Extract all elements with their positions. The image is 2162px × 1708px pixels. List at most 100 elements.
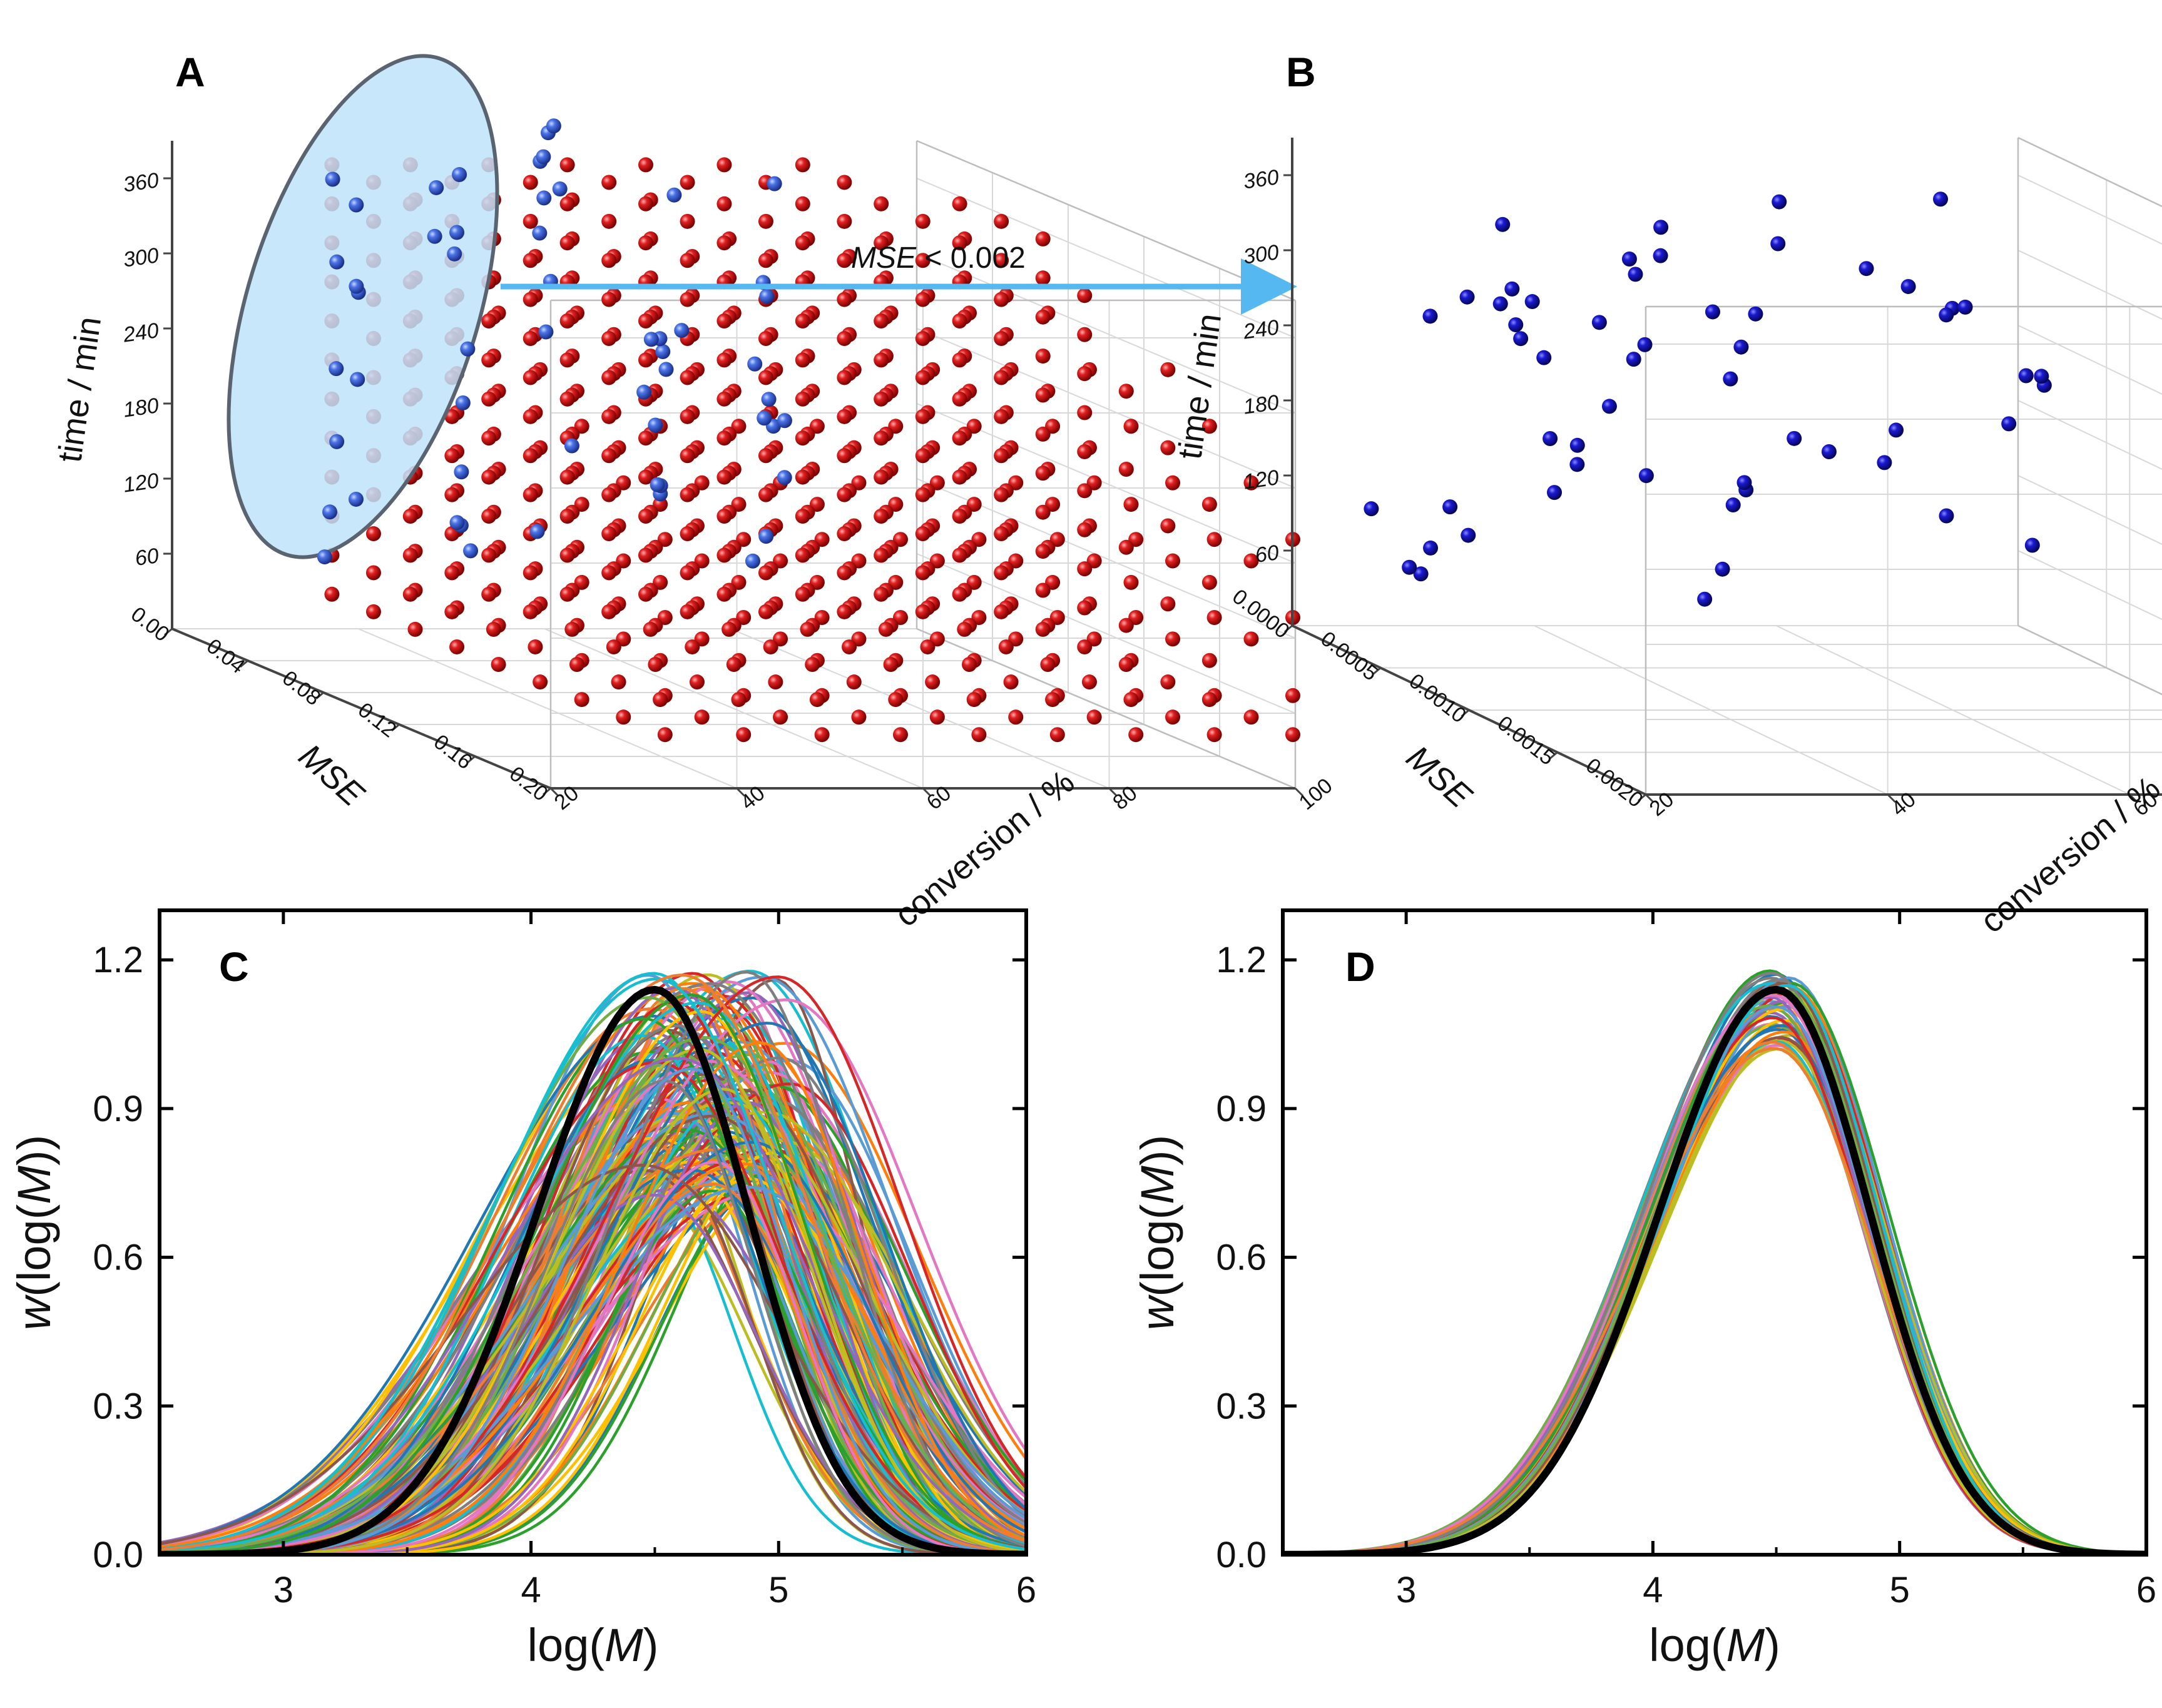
data-point	[1653, 248, 1668, 263]
red-data-point	[994, 213, 1009, 229]
red-data-point	[481, 586, 497, 602]
blue-data-point	[538, 324, 554, 340]
data-point	[1638, 468, 1654, 484]
red-data-point	[601, 331, 617, 347]
gridline-conversion	[544, 628, 924, 789]
red-data-point	[763, 639, 778, 654]
gridline-time	[2017, 250, 2162, 320]
red-data-point	[795, 157, 810, 173]
red-data-point	[716, 235, 732, 251]
x-axis-title: log(M)	[1649, 1619, 1780, 1671]
red-data-point	[915, 604, 931, 619]
gridline-conversion	[358, 628, 737, 789]
red-data-point	[837, 331, 852, 347]
y-tick-label: 0.6	[93, 1238, 143, 1278]
data-point	[1492, 296, 1508, 312]
red-data-point	[685, 639, 700, 654]
tick-label-mse: 0.00	[126, 602, 174, 647]
red-data-point	[559, 391, 575, 407]
red-data-point	[638, 547, 653, 563]
red-data-point	[533, 674, 548, 690]
y-axis-title-part: ))	[8, 1135, 60, 1166]
tick-label-mse: 0.12	[354, 698, 401, 743]
red-data-point	[1165, 475, 1181, 491]
red-data-point	[574, 692, 589, 708]
tick-label-mse: 0.0020	[1581, 753, 1647, 812]
red-data-point	[716, 196, 732, 211]
axis-title-mse: MSE	[1399, 738, 1479, 816]
red-data-point	[1035, 544, 1051, 559]
red-data-point	[523, 331, 538, 347]
panel-c-curves	[160, 970, 1026, 1555]
tick-conversion	[1294, 787, 1304, 797]
tick-mse	[391, 723, 400, 732]
data-point	[1637, 337, 1653, 352]
red-data-point	[481, 313, 497, 328]
data-point	[1733, 339, 1749, 355]
tick-label-mse: 0.0010	[1405, 669, 1471, 728]
red-data-point	[837, 409, 852, 424]
tick-label-time: 360	[1242, 165, 1281, 194]
red-data-point	[601, 175, 617, 190]
red-data-point	[1077, 405, 1093, 420]
axis-title-mse: MSE	[292, 737, 372, 815]
tick-label-time: 120	[122, 469, 161, 497]
red-data-point	[638, 509, 653, 524]
gridline-time	[916, 178, 1296, 338]
panel-a-selection-ellipse	[227, 54, 499, 559]
red-data-point	[1003, 674, 1019, 690]
red-data-point	[601, 253, 617, 268]
gridline-time	[916, 253, 1296, 414]
red-data-point	[564, 621, 580, 637]
red-data-point	[638, 235, 653, 251]
panel-a-blue-points	[317, 118, 792, 569]
red-data-point	[874, 469, 889, 485]
red-data-point	[1160, 674, 1176, 690]
red-data-point	[601, 292, 617, 307]
red-data-point	[449, 639, 465, 654]
red-data-point	[1165, 553, 1181, 569]
model-curve	[160, 977, 1026, 1551]
blue-data-point	[777, 413, 792, 429]
data-point	[2001, 416, 2017, 432]
red-data-point	[1243, 709, 1259, 725]
red-data-point	[837, 526, 852, 542]
y-axis-title: w(log(M))	[8, 1135, 60, 1330]
red-data-point	[680, 292, 695, 307]
model-curve	[160, 1164, 1026, 1550]
tick-label-time: 60	[1253, 541, 1280, 567]
red-data-point	[758, 487, 773, 502]
data-point	[1787, 430, 1802, 446]
red-data-point	[716, 391, 732, 407]
x-tick-label: 5	[768, 1570, 788, 1610]
model-curve	[160, 998, 1026, 1555]
data-point	[1524, 294, 1540, 310]
red-data-point	[559, 509, 575, 524]
red-data-point	[1118, 618, 1134, 633]
red-data-point	[915, 487, 931, 502]
red-data-point	[1123, 419, 1139, 434]
red-data-point	[1035, 309, 1051, 325]
tick-label-time: 120	[1242, 465, 1281, 494]
x-tick-label: 6	[1016, 1570, 1036, 1610]
data-point	[1821, 444, 1837, 459]
blue-data-point	[529, 524, 545, 539]
red-data-point	[1086, 709, 1102, 725]
red-data-point	[952, 313, 967, 328]
panel-b-axes	[1283, 138, 2162, 803]
red-data-point	[874, 391, 889, 407]
red-data-point	[915, 292, 931, 307]
data-point	[1725, 497, 1741, 513]
red-data-point	[653, 692, 668, 708]
red-data-point	[680, 604, 695, 619]
red-data-point	[559, 469, 575, 485]
tick-label-conversion: 60	[922, 781, 956, 815]
red-data-point	[952, 586, 967, 602]
panel-letter-a: A	[175, 49, 205, 95]
red-data-point	[994, 331, 1009, 347]
blue-data-point	[674, 323, 690, 338]
red-data-point	[994, 487, 1009, 502]
selection-arrow: MSE < 0.002	[501, 241, 1297, 315]
blue-data-point	[349, 278, 364, 294]
